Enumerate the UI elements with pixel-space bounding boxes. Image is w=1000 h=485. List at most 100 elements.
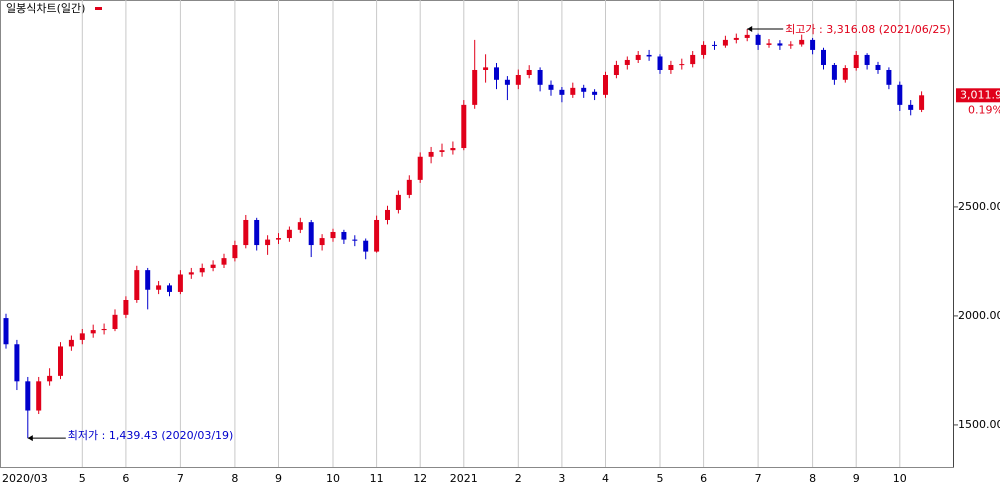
candle-body — [177, 274, 183, 292]
labels: 1500.00 2000.00 2500.00 2020/03 5 6 7 8 9 10 11 12 2… — [2, 23, 1000, 485]
candle-body — [210, 264, 216, 268]
candle-body — [406, 179, 412, 195]
candle-body — [47, 375, 53, 382]
candle-body — [483, 67, 489, 70]
candle-body — [428, 151, 434, 157]
candle-body — [461, 104, 467, 149]
x-tick-label: 5 — [79, 472, 86, 485]
candle-body — [537, 69, 543, 85]
candle-body — [613, 64, 619, 75]
candle-body — [167, 285, 172, 292]
candle-body — [199, 267, 205, 273]
low-annotation: 최저가 : 1,439.43 (2020/03/19) — [68, 429, 234, 442]
candle-body — [112, 314, 118, 329]
candle-body — [25, 381, 31, 411]
candle-body — [635, 54, 641, 60]
candle-body — [679, 64, 685, 66]
candle-body — [395, 194, 401, 210]
candle-body — [722, 39, 728, 46]
candle-body — [123, 299, 129, 315]
candle-body — [897, 84, 903, 105]
candle-body — [515, 74, 521, 85]
candle-body — [712, 44, 717, 46]
candle-body — [755, 34, 761, 45]
x-tick-label: 10 — [893, 472, 907, 485]
x-tick-label: 3 — [558, 472, 565, 485]
candle-body — [864, 54, 870, 65]
candle-body — [374, 219, 380, 252]
y-tick-label: 2500.00 — [958, 200, 1000, 213]
candle-body — [777, 43, 783, 46]
candle-body — [68, 339, 74, 347]
candle-body — [821, 49, 826, 65]
candle-body — [145, 270, 151, 290]
candle-body — [799, 39, 805, 45]
candle-body — [668, 64, 674, 70]
candle-body — [450, 148, 456, 151]
high-arrowhead — [747, 25, 753, 32]
candle-body — [134, 270, 140, 300]
x-tick-label: 6 — [700, 472, 707, 485]
x-tick-label: 2 — [515, 472, 522, 485]
candle-body — [853, 54, 859, 69]
candle-body — [559, 89, 565, 95]
candle-body — [417, 156, 423, 180]
candle-body — [919, 95, 925, 110]
candle-body — [330, 231, 336, 239]
candle-body — [286, 229, 292, 239]
x-tick-label: 9 — [275, 472, 282, 485]
candle-body — [494, 67, 499, 80]
candle-body — [908, 104, 914, 110]
high-annotation: 최고가 : 3,316.08 (2021/06/25) — [785, 23, 951, 36]
candle-body — [603, 74, 608, 95]
y-tick-label: 1500.00 — [958, 418, 1000, 431]
candle-body — [439, 150, 445, 152]
candle-body — [842, 68, 848, 80]
candle-body — [36, 381, 42, 411]
x-tick-label: 8 — [231, 472, 238, 485]
candle-body — [810, 39, 816, 50]
title-icon — [95, 7, 102, 10]
candle-body — [156, 285, 162, 290]
candle-body — [308, 222, 314, 246]
candle-body — [232, 245, 238, 259]
candle-body — [570, 87, 576, 95]
y-tick-label: 2000.00 — [958, 309, 1000, 322]
candles — [3, 28, 925, 439]
candle-body — [690, 54, 696, 65]
candle-body — [265, 239, 271, 246]
grid — [81, 0, 901, 467]
candle-body — [79, 333, 85, 340]
candle-body — [875, 64, 881, 70]
candle-body — [733, 37, 739, 40]
candle-body — [657, 56, 663, 70]
x-tick-label: 7 — [755, 472, 762, 485]
x-tick-label: 9 — [853, 472, 860, 485]
candle-body — [276, 238, 281, 240]
x-tick-label: 7 — [177, 472, 184, 485]
candle-body — [385, 209, 390, 220]
candle-body — [592, 91, 598, 95]
candle-body — [548, 84, 554, 90]
candle-body — [581, 87, 587, 92]
candle-body — [363, 240, 369, 252]
candle-body — [526, 69, 532, 75]
candle-body — [58, 346, 63, 376]
x-tick-label: 2021 — [450, 472, 478, 485]
x-tick-label: 5 — [657, 472, 664, 485]
last-price-label: 3,011.9 — [960, 88, 1000, 101]
candle-body — [504, 79, 510, 85]
candle-body — [188, 272, 194, 275]
candle-body — [319, 238, 325, 246]
candle-body — [352, 239, 358, 241]
last-price-box — [956, 88, 1000, 103]
candle-body — [243, 219, 249, 246]
chart-title: 일봉식차트(일간) — [6, 1, 85, 15]
candle-body — [624, 59, 630, 65]
candle-body — [101, 328, 107, 331]
candle-body — [701, 44, 707, 55]
candle-body — [341, 231, 347, 240]
x-tick-label: 12 — [413, 472, 427, 485]
candle-body — [90, 330, 96, 334]
x-tick-label: 2020/03 — [2, 472, 48, 485]
